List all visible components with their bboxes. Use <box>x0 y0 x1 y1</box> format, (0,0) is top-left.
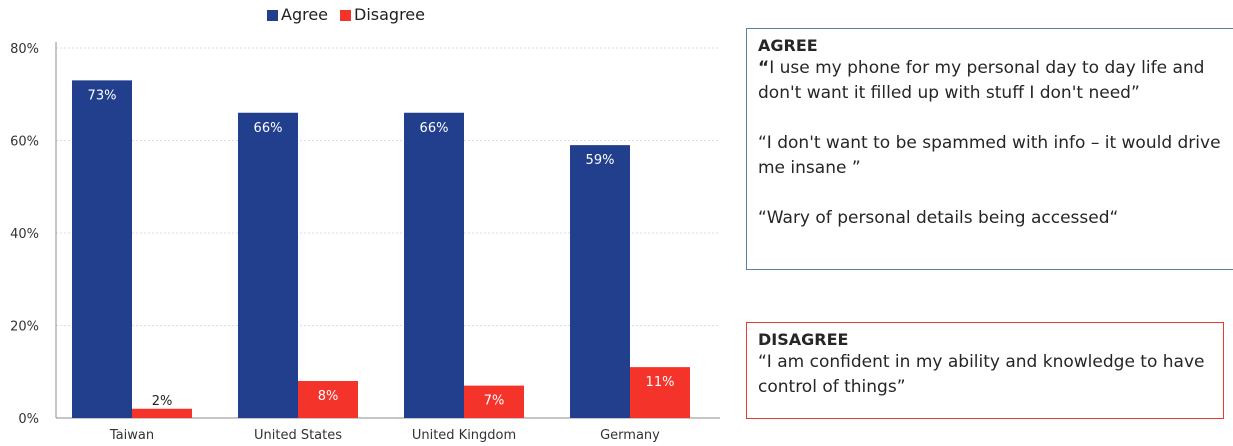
bar-disagree-2 <box>464 385 524 418</box>
agree-quote-1-open-mark: “ <box>758 58 770 78</box>
data-label: 8% <box>318 389 339 404</box>
agree-quote-1: “I use my phone for my personal day to d… <box>758 56 1223 106</box>
legend-swatch-agree <box>267 10 278 21</box>
x-tick-label: United States <box>254 428 342 443</box>
disagree-quote-1: “I am confident in my ability and knowle… <box>758 352 1205 397</box>
y-tick-label: 40% <box>10 227 39 242</box>
data-label: 66% <box>420 121 449 136</box>
legend-swatch-disagree <box>340 10 351 21</box>
x-tick-label: Taiwan <box>109 428 154 443</box>
disagree-quotes-box: DISAGREE “I am confident in my ability a… <box>746 322 1224 419</box>
data-label: 7% <box>484 394 505 409</box>
agree-title: AGREE <box>758 36 818 55</box>
agree-quote-2: “I don't want to be spammed with info – … <box>758 133 1221 178</box>
bar-disagree-1 <box>298 381 358 418</box>
bar-agree-2 <box>404 112 464 418</box>
bar-disagree-0 <box>132 408 192 418</box>
x-tick-label: Germany <box>600 428 660 443</box>
y-tick-label: 60% <box>10 135 39 150</box>
data-label: 59% <box>586 153 615 168</box>
y-tick-label: 20% <box>10 320 39 335</box>
y-tick-label: 80% <box>10 42 39 57</box>
disagree-title: DISAGREE <box>758 330 849 349</box>
bar-agree-3 <box>570 145 630 418</box>
agree-quote-3: “Wary of personal details being accessed… <box>758 208 1119 228</box>
y-tick-label: 0% <box>18 412 39 427</box>
data-label: 2% <box>152 394 173 409</box>
legend-label-agree: Agree <box>281 5 328 24</box>
data-label: 11% <box>646 375 675 390</box>
bar-agree-1 <box>238 112 298 418</box>
data-label: 73% <box>88 88 117 103</box>
bar-disagree-3 <box>630 367 690 418</box>
data-label: 66% <box>254 121 283 136</box>
legend-label-disagree: Disagree <box>354 5 425 24</box>
bar-chart: 0% 20% 40% 60% 80% 73% 2% Taiwan 66% 8% United Sta… <box>10 5 720 443</box>
agree-quotes-box: AGREE “I use my phone for my personal da… <box>746 28 1233 270</box>
bar-agree-0 <box>72 80 132 418</box>
x-tick-label: United Kingdom <box>412 428 516 443</box>
agree-quote-1-text: I use my phone for my personal day to da… <box>758 58 1205 103</box>
